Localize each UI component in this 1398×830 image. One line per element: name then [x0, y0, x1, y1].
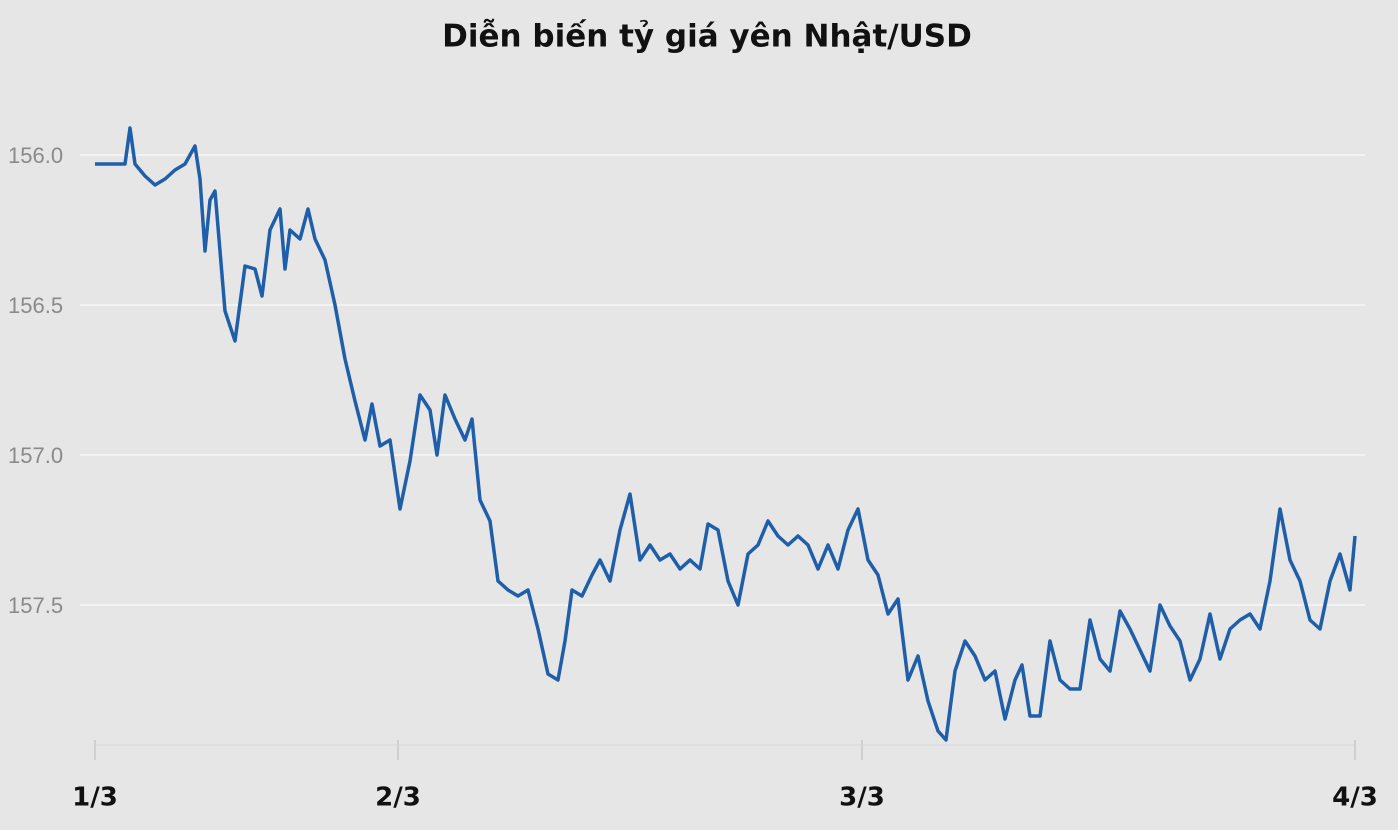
x-tick-label: 3/3	[839, 783, 885, 813]
y-tick-label: 156.0	[8, 143, 63, 168]
x-tick-label: 1/3	[72, 783, 118, 813]
x-tick-label: 4/3	[1332, 783, 1378, 813]
line-series	[95, 126, 1357, 742]
y-tick-label: 156.5	[8, 293, 63, 318]
chart-title: Diễn biến tỷ giá yên Nhật/USD	[442, 19, 972, 55]
y-tick-label: 157.0	[8, 443, 63, 468]
y-tick-label: 157.5	[8, 593, 63, 618]
x-tick-label: 2/3	[375, 783, 421, 813]
